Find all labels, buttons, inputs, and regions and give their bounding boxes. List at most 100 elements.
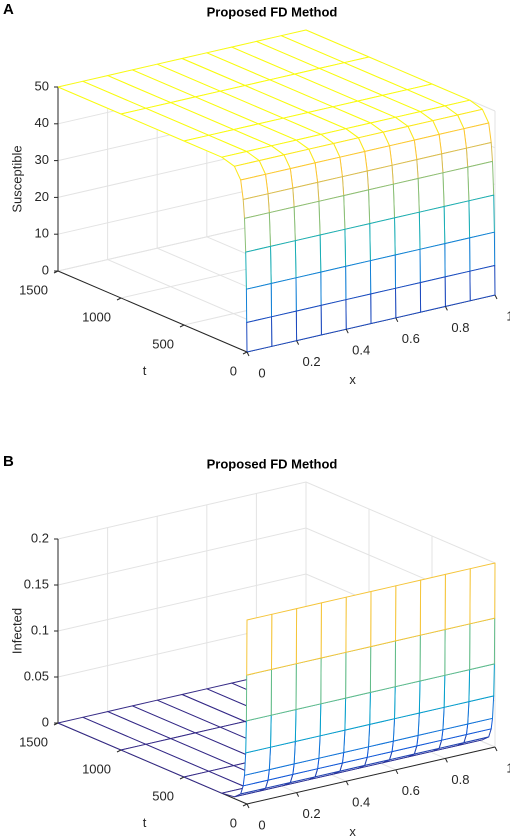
y-tick-label: 0 xyxy=(230,363,237,378)
z-tick-label: 40 xyxy=(35,115,49,130)
mesh-cell xyxy=(270,709,297,748)
x-tick-label: 1 xyxy=(506,308,510,323)
mesh-cell xyxy=(418,206,446,250)
z-tick-label: 0.2 xyxy=(31,530,49,545)
x-axis xyxy=(246,746,496,805)
y-tick xyxy=(179,324,185,328)
y-tick xyxy=(116,749,122,753)
mesh-cell xyxy=(419,243,446,284)
surface-plot: B Proposed FD Method 0 0.2 0.4 0.6 0.8 1 0 500 100… xyxy=(3,453,510,839)
mesh-cell xyxy=(469,617,496,671)
mesh-cell xyxy=(295,602,322,665)
z-tick-label: 0.1 xyxy=(31,622,49,637)
panel-label: B xyxy=(3,453,14,470)
x-tick-label: 0.8 xyxy=(451,320,469,335)
y-axis xyxy=(57,270,248,353)
mesh-cell xyxy=(369,254,396,295)
mesh-cell xyxy=(270,663,297,716)
x-tick xyxy=(395,769,399,775)
x-tick xyxy=(345,328,349,334)
mesh-cell xyxy=(244,212,271,253)
mesh-cell xyxy=(295,657,322,710)
x-tick-label: 1 xyxy=(506,760,510,775)
mesh-cell xyxy=(394,248,421,289)
mesh-cell xyxy=(443,200,471,245)
mesh-cell xyxy=(444,568,471,630)
z-tick-label: 0 xyxy=(42,714,49,729)
y-tick xyxy=(242,351,248,355)
y-tick-label: 1500 xyxy=(19,282,48,297)
x-tick-label: 0.2 xyxy=(303,806,321,821)
z-tick-label: 0.05 xyxy=(24,668,49,683)
mesh-cell xyxy=(293,200,321,242)
mesh-cell xyxy=(345,293,372,330)
x-tick-label: 0.6 xyxy=(402,331,420,346)
x-tick xyxy=(296,340,300,345)
mesh-cell xyxy=(394,634,421,688)
chart-title: Proposed FD Method xyxy=(207,456,338,471)
panel-label: A xyxy=(3,1,14,18)
mesh-cell xyxy=(344,223,371,267)
mesh-cell xyxy=(442,166,470,207)
mesh-cell xyxy=(319,697,347,737)
x-tick xyxy=(444,758,448,763)
mesh-cell xyxy=(444,237,471,278)
mesh-cell xyxy=(343,189,371,230)
mesh-cell xyxy=(369,686,396,725)
x-tick xyxy=(296,792,300,797)
mesh-cell xyxy=(368,183,395,225)
mesh-cell xyxy=(320,651,347,705)
mesh-cell xyxy=(295,304,322,342)
mesh-cell xyxy=(444,623,471,676)
mesh-cell xyxy=(294,234,322,279)
y-tick-label: 1000 xyxy=(82,761,111,776)
mesh-cell xyxy=(246,316,273,353)
mesh-cell xyxy=(246,613,273,676)
x-tick xyxy=(444,306,448,311)
mesh-cell xyxy=(394,680,421,720)
mesh-cell xyxy=(245,283,272,323)
mesh-cell xyxy=(370,287,397,324)
mesh-cell xyxy=(345,646,372,699)
z-tick-label: 0 xyxy=(42,262,49,277)
mesh-cell xyxy=(320,596,347,659)
y-tick-label: 1500 xyxy=(19,734,48,749)
mesh-cell xyxy=(394,211,421,256)
mesh-cell xyxy=(344,691,371,731)
x-tick-label: 0.2 xyxy=(303,354,321,369)
x-tick xyxy=(246,803,250,809)
chart-title: Proposed FD Method xyxy=(207,4,338,19)
mesh-cell xyxy=(419,276,446,313)
mesh-cell xyxy=(345,591,372,653)
z-axis-label: Susceptible xyxy=(9,145,24,212)
mesh-cell xyxy=(468,663,495,703)
y-tick-label: 500 xyxy=(152,788,174,803)
y-tick-label: 500 xyxy=(152,336,174,351)
z-tick-label: 0.15 xyxy=(24,576,49,591)
x-tick-label: 0.8 xyxy=(451,772,469,787)
mesh-cell xyxy=(271,310,298,347)
mesh-cell xyxy=(468,194,495,239)
mesh-cell xyxy=(320,299,347,336)
z-tick-label: 10 xyxy=(35,226,49,241)
mesh-cell xyxy=(318,195,346,236)
mesh-cell xyxy=(370,585,397,648)
x-tick-label: 0 xyxy=(258,365,265,380)
y-axis-label: t xyxy=(143,363,147,378)
y-tick xyxy=(242,803,248,807)
y-tick xyxy=(116,297,122,301)
mesh-cell xyxy=(395,282,422,319)
mesh-cell xyxy=(270,277,297,318)
x-tick xyxy=(494,294,498,300)
mesh-cell xyxy=(418,674,446,714)
mesh-cell xyxy=(419,573,446,636)
mesh-cell xyxy=(443,669,471,708)
z-tick-label: 20 xyxy=(35,189,49,204)
mesh-cell xyxy=(467,160,495,202)
y-tick-label: 1000 xyxy=(82,309,111,324)
mesh-cell xyxy=(444,270,471,307)
grid-line xyxy=(57,481,496,564)
x-tick-label: 0.6 xyxy=(402,783,420,798)
mesh-cell xyxy=(245,714,272,754)
